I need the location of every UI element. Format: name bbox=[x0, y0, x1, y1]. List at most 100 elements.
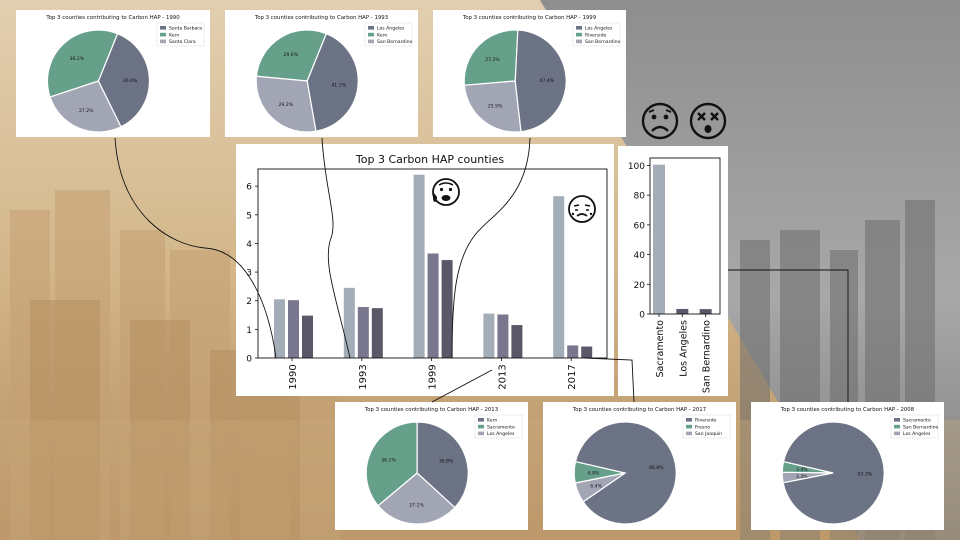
pie-chart-1993: Top 3 counties contributing to Carbon HA… bbox=[225, 10, 418, 137]
legend-label: San Bernardino bbox=[903, 424, 939, 430]
bar-2008-los-angeles bbox=[676, 308, 689, 314]
pie-chart-1990: Top 3 counties contributing to Carbon HA… bbox=[16, 10, 210, 137]
pie-pct-label: 25.5% bbox=[488, 103, 503, 109]
y-tick-label: 0 bbox=[246, 355, 252, 365]
bar-1999-s2 bbox=[441, 260, 453, 358]
bar-1993-s0 bbox=[343, 287, 355, 358]
legend-swatch bbox=[894, 431, 900, 436]
pie-legend bbox=[682, 414, 731, 439]
legend-swatch bbox=[368, 32, 374, 37]
y-tick-label: 40 bbox=[634, 251, 646, 261]
legend-swatch bbox=[478, 431, 484, 436]
legend-swatch bbox=[686, 424, 692, 429]
legend-label: Riverside bbox=[585, 32, 606, 38]
tired-face-icon bbox=[568, 195, 596, 223]
pie-chart-2013: Top 3 counties contributing to Carbon HA… bbox=[335, 402, 528, 530]
pie-chart-2008: Top 3 counties contributing to Carbon HA… bbox=[751, 402, 944, 530]
pie-chart-2017: Top 3 counties contributing to Carbon HA… bbox=[543, 402, 736, 530]
legend-label: San Bernardino bbox=[585, 39, 621, 45]
pie-pct-label: 6.4% bbox=[590, 483, 602, 489]
legend-label: Los Angeles bbox=[903, 431, 931, 437]
legend-label: Kern bbox=[487, 418, 497, 424]
legend-label: Kern bbox=[169, 32, 179, 38]
pie-pct-label: 93.3% bbox=[858, 472, 873, 478]
bar-2013-s0 bbox=[483, 313, 495, 358]
legend-swatch bbox=[686, 418, 692, 422]
pie-legend bbox=[474, 414, 523, 439]
legend-swatch bbox=[894, 424, 900, 429]
legend-swatch bbox=[478, 418, 484, 422]
legend-swatch bbox=[368, 39, 374, 44]
dizzy-face-icon bbox=[689, 102, 727, 140]
bar-1993-s2 bbox=[371, 308, 383, 358]
pie-title: Top 3 counties contributing to Carbon HA… bbox=[364, 407, 498, 413]
pie-pct-label: 3.4% bbox=[796, 467, 808, 473]
pie-legend bbox=[364, 22, 413, 47]
sad-face-icon bbox=[641, 102, 679, 140]
x-tick-label: 1990 bbox=[288, 364, 299, 389]
legend-label: Los Angeles bbox=[585, 26, 613, 32]
x-tick-label: 1993 bbox=[358, 364, 369, 389]
y-tick-label: 60 bbox=[634, 221, 646, 231]
bar-2008-sacramento bbox=[653, 164, 665, 314]
y-tick-label: 100 bbox=[628, 162, 645, 172]
pie-pct-label: 3.3% bbox=[796, 474, 808, 480]
y-tick-label: 2 bbox=[246, 297, 252, 307]
bar-2008-san-bernardino bbox=[699, 309, 712, 314]
bar-2017-s2 bbox=[581, 346, 593, 358]
pie-title: Top 3 counties contributing to Carbon HA… bbox=[254, 15, 388, 21]
pie-title: Top 3 counties contributing to Carbon HA… bbox=[780, 407, 915, 413]
pie-slice-san-bernardino bbox=[463, 80, 522, 133]
y-tick-label: 5 bbox=[246, 211, 252, 221]
pie-slice-kern bbox=[416, 421, 469, 509]
legend-swatch bbox=[368, 26, 374, 30]
pie-slice-santa-barbara bbox=[97, 32, 151, 128]
pie-pct-label: 36.6% bbox=[123, 78, 138, 84]
y-tick-label: 20 bbox=[634, 281, 646, 291]
legend-label: Fresno bbox=[695, 424, 710, 430]
pie-title: Top 3 counties contributing to Carbon HA… bbox=[462, 15, 597, 21]
pie-pct-label: 36.8% bbox=[439, 458, 454, 464]
bar-chart-title: Top 3 Carbon HAP counties bbox=[355, 153, 504, 166]
legend-label: Los Angeles bbox=[487, 431, 515, 437]
bar-1999-s1 bbox=[427, 253, 439, 358]
x-tick-label: 1999 bbox=[428, 364, 439, 389]
legend-swatch bbox=[160, 39, 166, 44]
x-tick-label: San Bernardino bbox=[702, 320, 713, 393]
legend-label: Santa Clara bbox=[169, 39, 196, 45]
legend-swatch bbox=[160, 32, 166, 37]
legend-label: San Bernardino bbox=[377, 39, 413, 45]
y-tick-label: 1 bbox=[246, 326, 252, 336]
y-tick-label: 0 bbox=[639, 311, 645, 321]
pie-pct-label: 29.2% bbox=[278, 102, 293, 108]
pie-slice-los-angeles bbox=[377, 472, 456, 525]
pie-pct-label: 36.2% bbox=[70, 56, 85, 62]
pie-pct-label: 27.2% bbox=[79, 108, 94, 114]
legend-swatch bbox=[894, 418, 900, 422]
bar-1990-s0 bbox=[274, 299, 285, 358]
legend-label: Riverside bbox=[695, 418, 716, 424]
pie-pct-label: 86.8% bbox=[649, 465, 664, 471]
pie-slice-riverside bbox=[463, 29, 519, 86]
pie-title: Top 3 counties contributing to Carbon HA… bbox=[572, 407, 706, 413]
pie-slice-sacramento bbox=[365, 421, 418, 507]
bar-chart-2008: Sacramento Los Angeles San Bernardino 0 20 40… bbox=[618, 146, 728, 396]
y-tick-label: 80 bbox=[634, 192, 646, 202]
anxious-face-icon bbox=[432, 178, 460, 206]
pie-pct-label: 41.1% bbox=[331, 82, 346, 88]
x-tick-label: 2017 bbox=[567, 364, 578, 389]
legend-label: Sacramento bbox=[487, 424, 515, 430]
pie-legend bbox=[890, 414, 939, 439]
bar-2017-s0 bbox=[553, 196, 565, 358]
bar-2013-s2 bbox=[511, 325, 523, 358]
pie-slice-riverside bbox=[574, 421, 677, 525]
bar-2013-s1 bbox=[497, 314, 509, 358]
y-tick-label: 3 bbox=[246, 269, 252, 279]
legend-label: Santa Barbara bbox=[169, 26, 202, 32]
bar-1993-s1 bbox=[357, 307, 369, 358]
legend-swatch bbox=[686, 431, 692, 436]
pie-slice-santa-clara bbox=[49, 80, 122, 133]
legend-swatch bbox=[160, 26, 166, 30]
legend-swatch bbox=[576, 39, 582, 44]
pie-pct-label: 27.1% bbox=[409, 503, 424, 509]
